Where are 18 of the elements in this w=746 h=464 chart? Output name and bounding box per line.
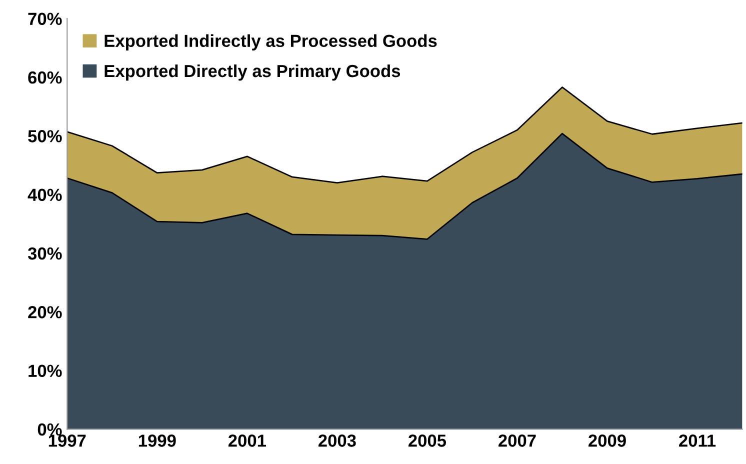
legend-label: Exported Directly as Primary Goods	[104, 64, 400, 81]
y-tick-label: 60%	[28, 71, 62, 84]
x-tick-label: 1999	[138, 434, 176, 447]
legend-label: Exported Indirectly as Processed Goods	[104, 34, 437, 50]
y-tick-label: 50%	[28, 130, 62, 142]
y-tick-label: 10%	[28, 364, 62, 377]
y-tick-label: 40%	[28, 188, 62, 202]
x-tick-label: 2003	[318, 434, 356, 447]
x-tick-label: 2007	[498, 434, 536, 447]
x-tick-label: 2005	[408, 434, 446, 447]
x-tick-label: 2001	[228, 434, 266, 447]
y-tick-label: 20%	[28, 306, 62, 318]
y-tick-label: 0%	[38, 423, 62, 436]
y-tick-label: 30%	[28, 247, 62, 260]
y-tick-label: 70%	[28, 12, 62, 26]
x-tick-label: 2009	[588, 434, 626, 447]
x-tick-label: 1997	[48, 434, 86, 447]
x-tick-label: 2011	[679, 434, 716, 447]
